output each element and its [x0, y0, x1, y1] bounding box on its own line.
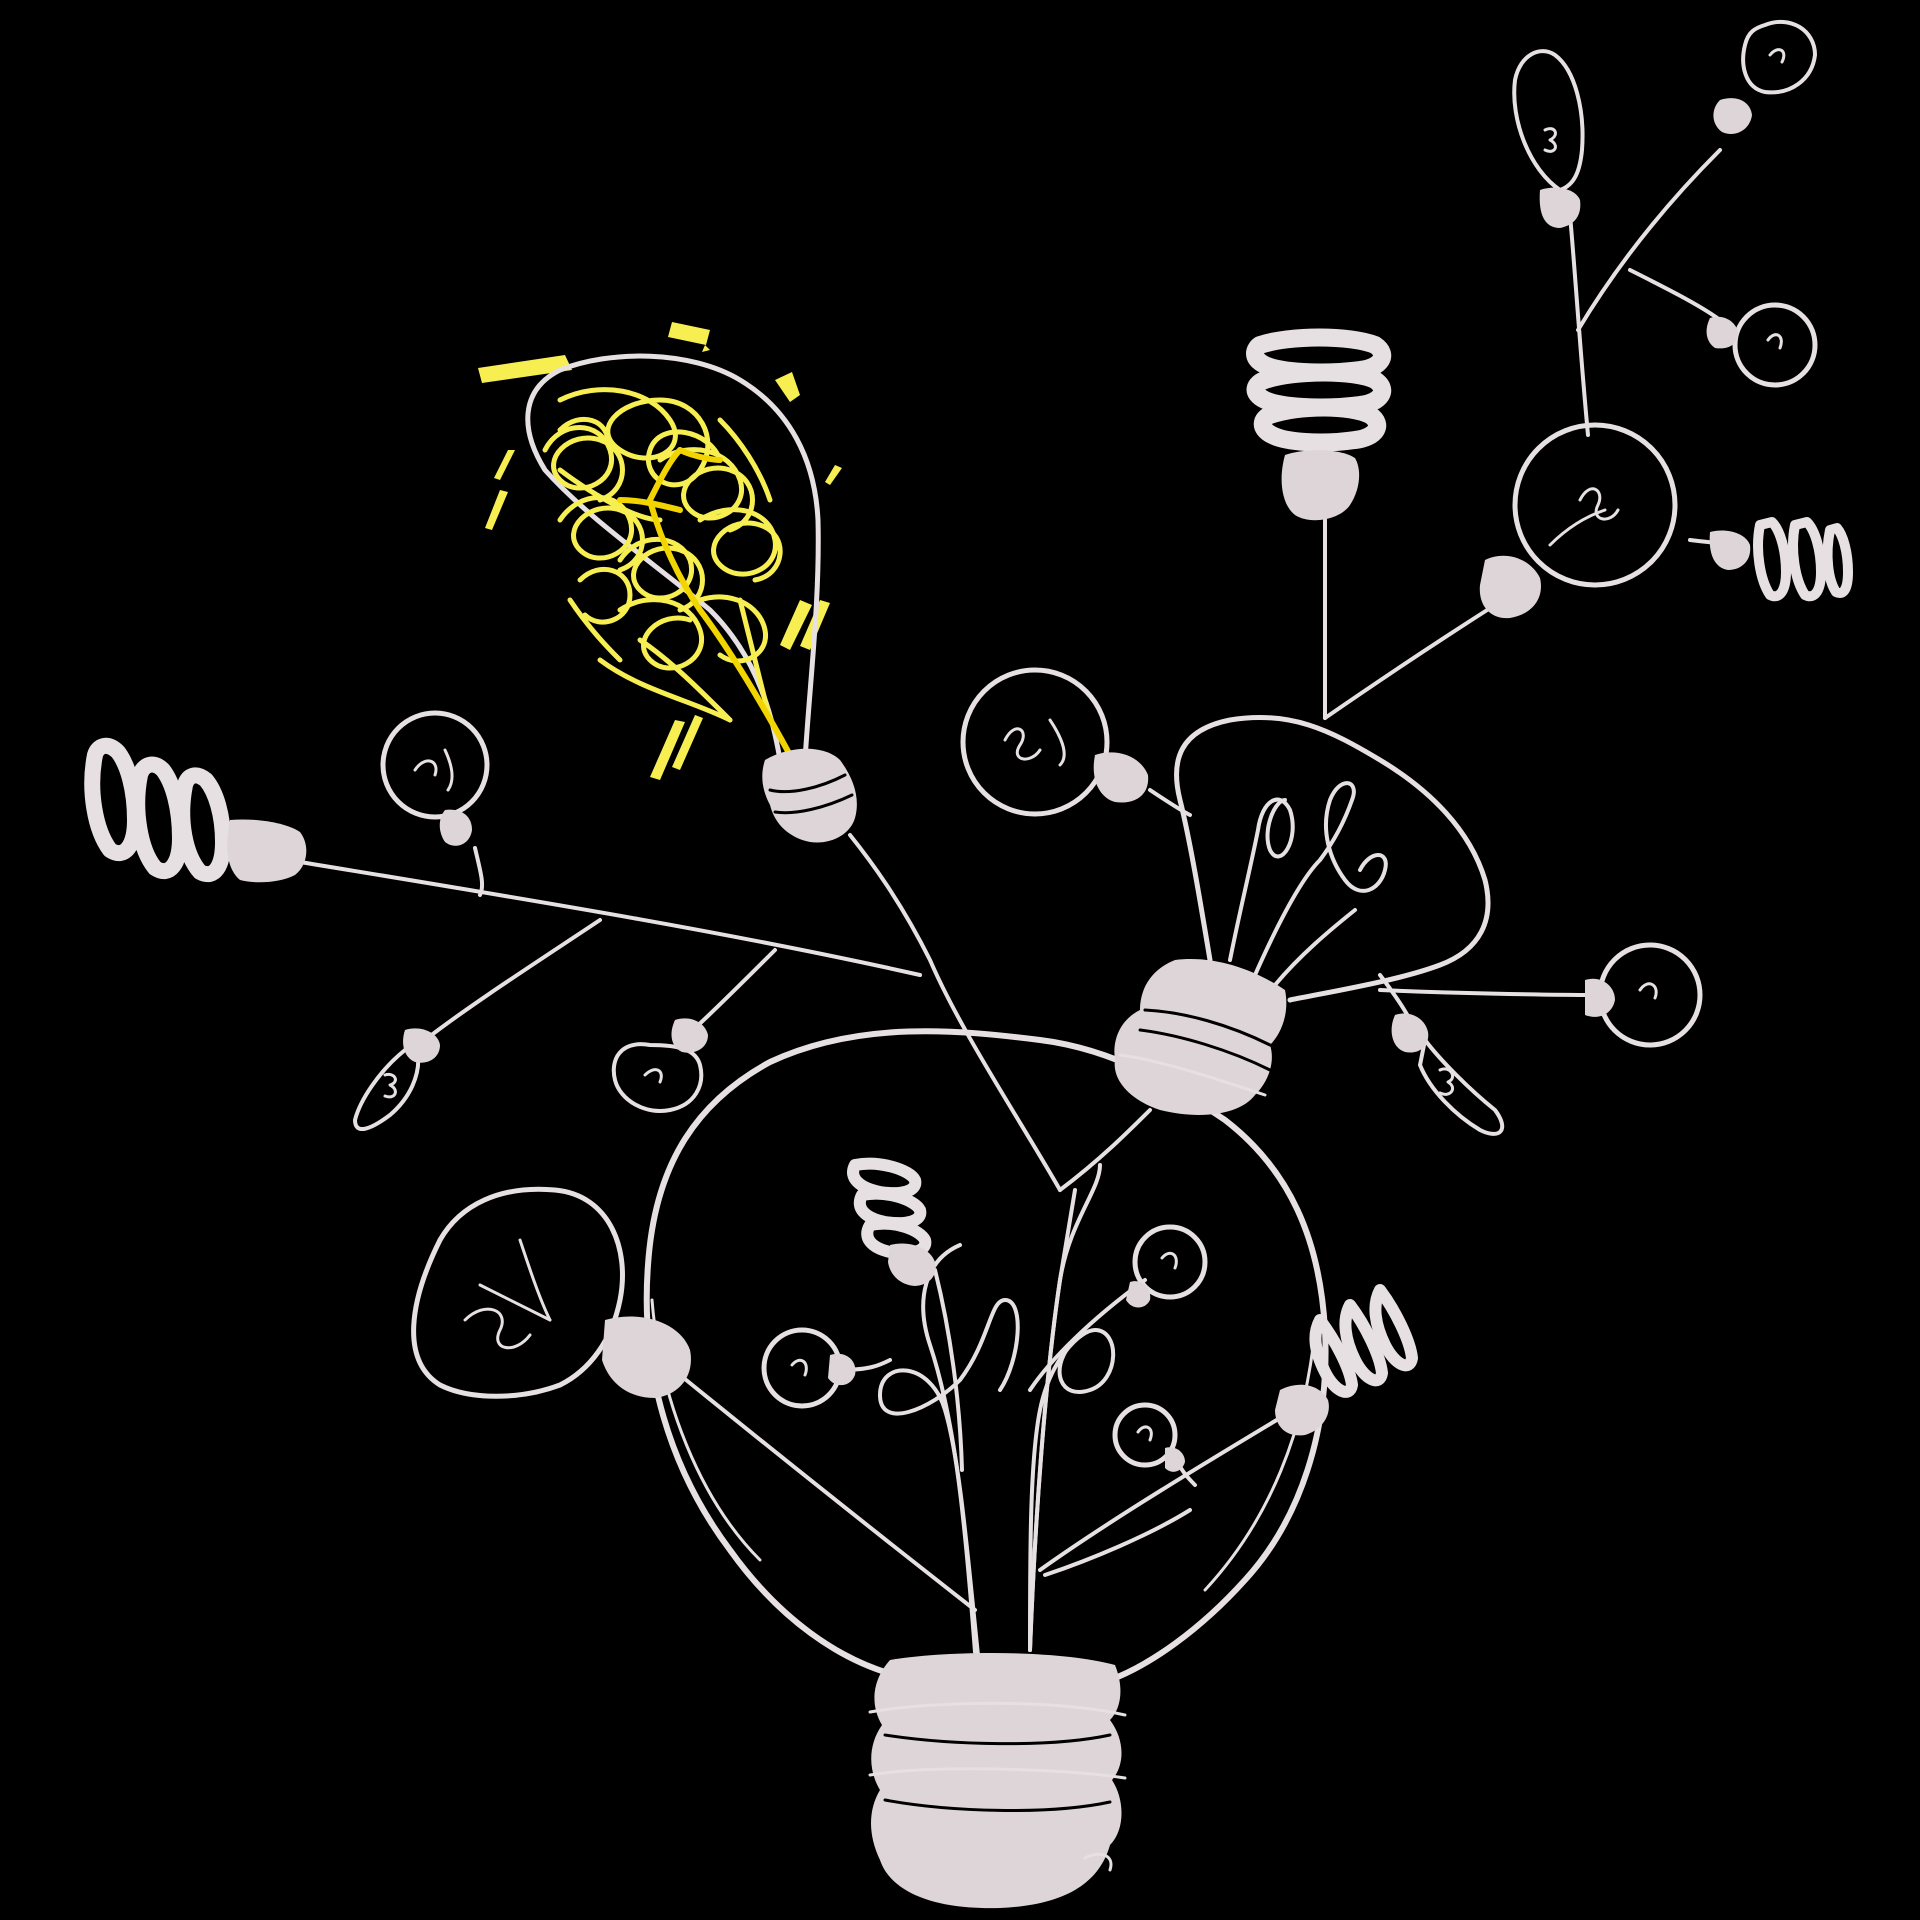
round-bulb-inner-bottom: [1112, 1402, 1185, 1472]
glowing-bulb-icon: [478, 322, 857, 843]
round-bulb-inner-right: [1126, 1224, 1208, 1308]
round-bulb-small-top-right: [1706, 302, 1818, 388]
cfl-top-right: [1709, 517, 1853, 602]
round-bulb-icon: [380, 302, 1818, 1472]
cfl-inner: [847, 1157, 936, 1286]
candle-bulb-right: [1391, 1013, 1505, 1136]
candle-bulb-top-right: [1512, 49, 1585, 228]
candle-bulb-left: [353, 1028, 440, 1131]
cfl-top-center: [1246, 328, 1392, 521]
glowing-bulb-base: [762, 748, 857, 843]
large-bulb-base: [868, 1653, 1127, 1909]
round-bulb-small-left: [380, 710, 490, 846]
small-bulb-top-corner: [1713, 19, 1817, 135]
round-bulb-inner-left: [761, 1327, 856, 1409]
cfl-right-inner: [1275, 1284, 1418, 1436]
glow-scribble: [542, 387, 783, 723]
round-bulb-left-of-pear: [960, 667, 1149, 817]
round-bulb-top-right: [1479, 422, 1678, 619]
cfl-left: [84, 737, 307, 883]
pear-bulb-icon: [1114, 714, 1491, 1115]
round-bulb-right: [1585, 942, 1703, 1048]
round-bulb-bottom-left: [411, 1186, 691, 1399]
pear-bulb-base: [1114, 959, 1287, 1115]
candle-bulb-icon: [353, 19, 1817, 1136]
large-bulb-icon: [643, 1028, 1329, 1909]
glow-filament: [617, 447, 793, 758]
branch-lines: [298, 148, 1737, 1654]
spiral-cfl-icon: [84, 328, 1853, 1436]
small-bulb-lower-left: [611, 1018, 708, 1113]
